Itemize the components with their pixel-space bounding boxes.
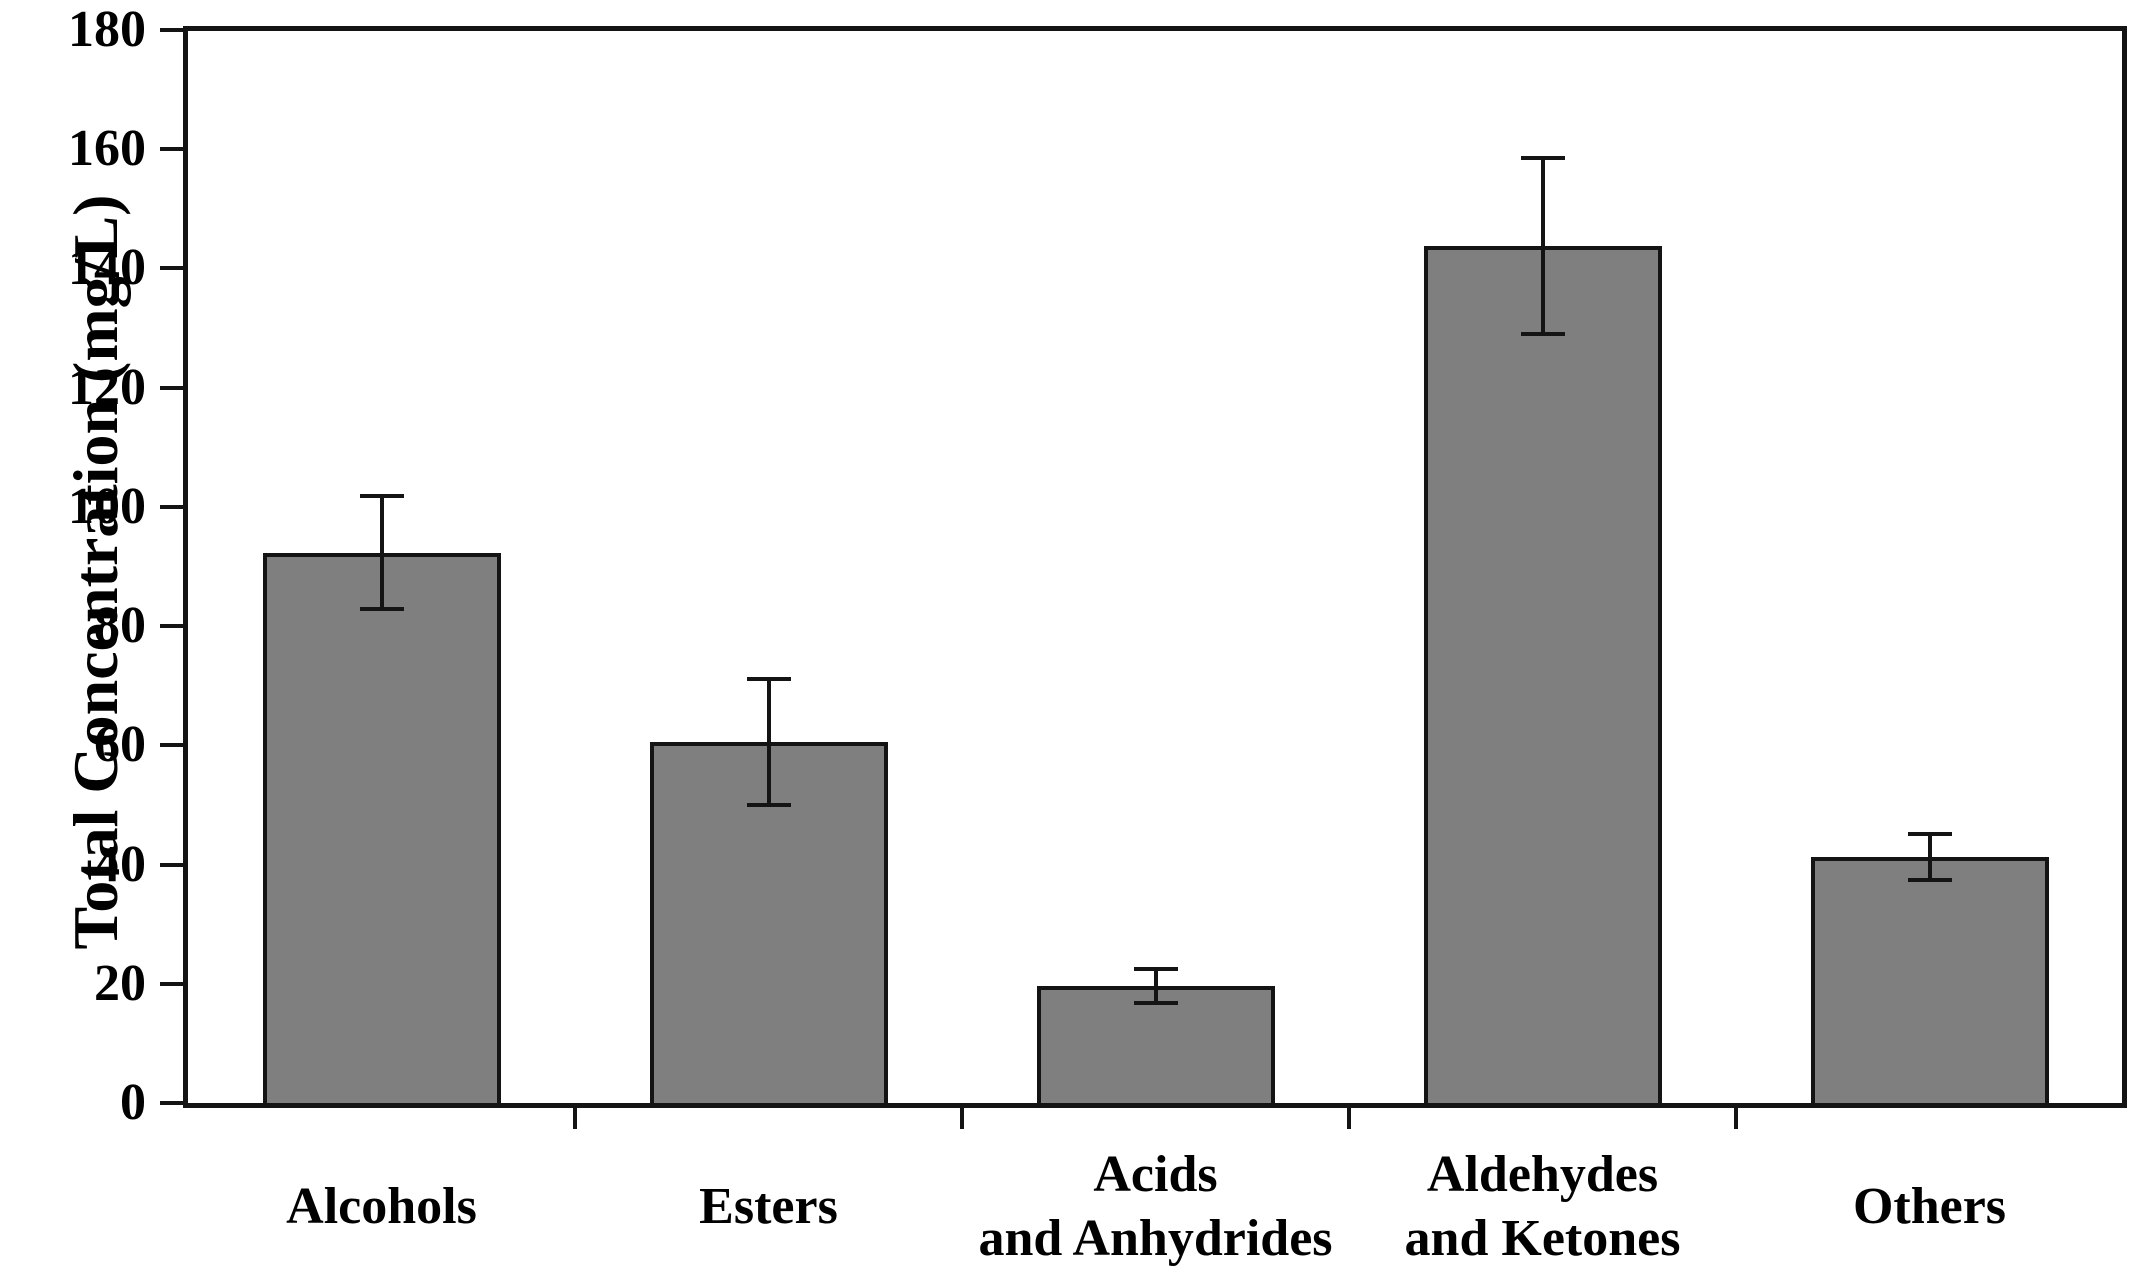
x-tick-mark	[1347, 1103, 1351, 1129]
y-tick-label: 120	[68, 358, 146, 416]
error-bar-upper-cap-esters	[746, 676, 791, 681]
y-tick-mark	[160, 266, 188, 271]
x-category-label-alcohols: Alcohols	[286, 1178, 477, 1235]
error-bar-upper-cap-acids-and-anhydrides	[1133, 967, 1178, 972]
y-tick-label: 160	[68, 120, 146, 178]
y-tick-label: 60	[94, 716, 146, 774]
bar-aldehydes-and-ketones	[1423, 245, 1662, 1107]
y-tick-mark	[160, 385, 188, 390]
x-tick-mark	[960, 1103, 964, 1129]
error-bar-others	[1927, 833, 1932, 881]
error-bar-aldehydes-and-ketones	[1540, 157, 1545, 334]
x-category-label-acids-and-anhydrides: Acids and Anhydrides	[978, 1146, 1333, 1267]
y-tick-mark	[160, 624, 188, 629]
y-tick-label: 0	[120, 1074, 146, 1131]
error-bar-upper-cap-aldehydes-and-ketones	[1520, 155, 1565, 160]
error-bar-lower-cap-others	[1907, 878, 1952, 883]
error-bar-esters	[766, 678, 771, 805]
y-tick-mark	[160, 1101, 188, 1105]
y-tick-label: 180	[68, 1, 146, 58]
y-tick-label: 40	[94, 835, 146, 893]
x-category-label-others: Others	[1852, 1178, 2007, 1235]
error-bar-lower-cap-esters	[746, 802, 791, 807]
x-tick-mark	[573, 1103, 577, 1129]
y-tick-mark	[160, 147, 188, 152]
y-tick-mark	[160, 504, 188, 509]
y-tick-mark	[160, 981, 188, 986]
error-bar-alcohols	[379, 496, 384, 610]
error-bar-lower-cap-alcohols	[359, 607, 404, 612]
x-tick-mark	[1734, 1103, 1738, 1129]
error-bar-upper-cap-alcohols	[359, 494, 404, 499]
x-category-label-esters: Esters	[699, 1178, 838, 1235]
error-bar-upper-cap-others	[1907, 831, 1952, 836]
error-bar-acids-and-anhydrides	[1153, 969, 1158, 1003]
y-tick-mark	[160, 862, 188, 867]
y-tick-label: 100	[68, 477, 146, 535]
error-bar-lower-cap-aldehydes-and-ketones	[1520, 332, 1565, 337]
y-tick-mark	[160, 743, 188, 748]
x-category-label-aldehydes-and-ketones: Aldehydes and Ketones	[1404, 1146, 1681, 1267]
y-tick-label: 80	[94, 597, 146, 655]
y-tick-label: 20	[94, 954, 146, 1012]
y-tick-mark	[160, 28, 188, 32]
error-bar-lower-cap-acids-and-anhydrides	[1133, 1000, 1178, 1005]
bar-alcohols	[262, 552, 501, 1107]
bar-others	[1810, 856, 2049, 1107]
y-tick-label: 140	[68, 239, 146, 297]
